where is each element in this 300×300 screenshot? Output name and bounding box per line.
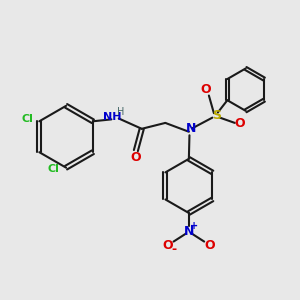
Text: O: O [235, 117, 245, 130]
Text: NH: NH [103, 112, 122, 122]
Text: O: O [200, 83, 211, 96]
Text: O: O [162, 239, 173, 252]
Text: Cl: Cl [21, 114, 33, 124]
Text: N: N [186, 122, 196, 135]
Text: S: S [212, 109, 221, 122]
Text: H: H [117, 107, 124, 117]
Text: -: - [171, 243, 176, 256]
Text: Cl: Cl [48, 164, 60, 174]
Text: O: O [205, 239, 215, 252]
Text: O: O [130, 151, 141, 164]
Text: N: N [184, 225, 194, 238]
Text: +: + [190, 221, 198, 231]
